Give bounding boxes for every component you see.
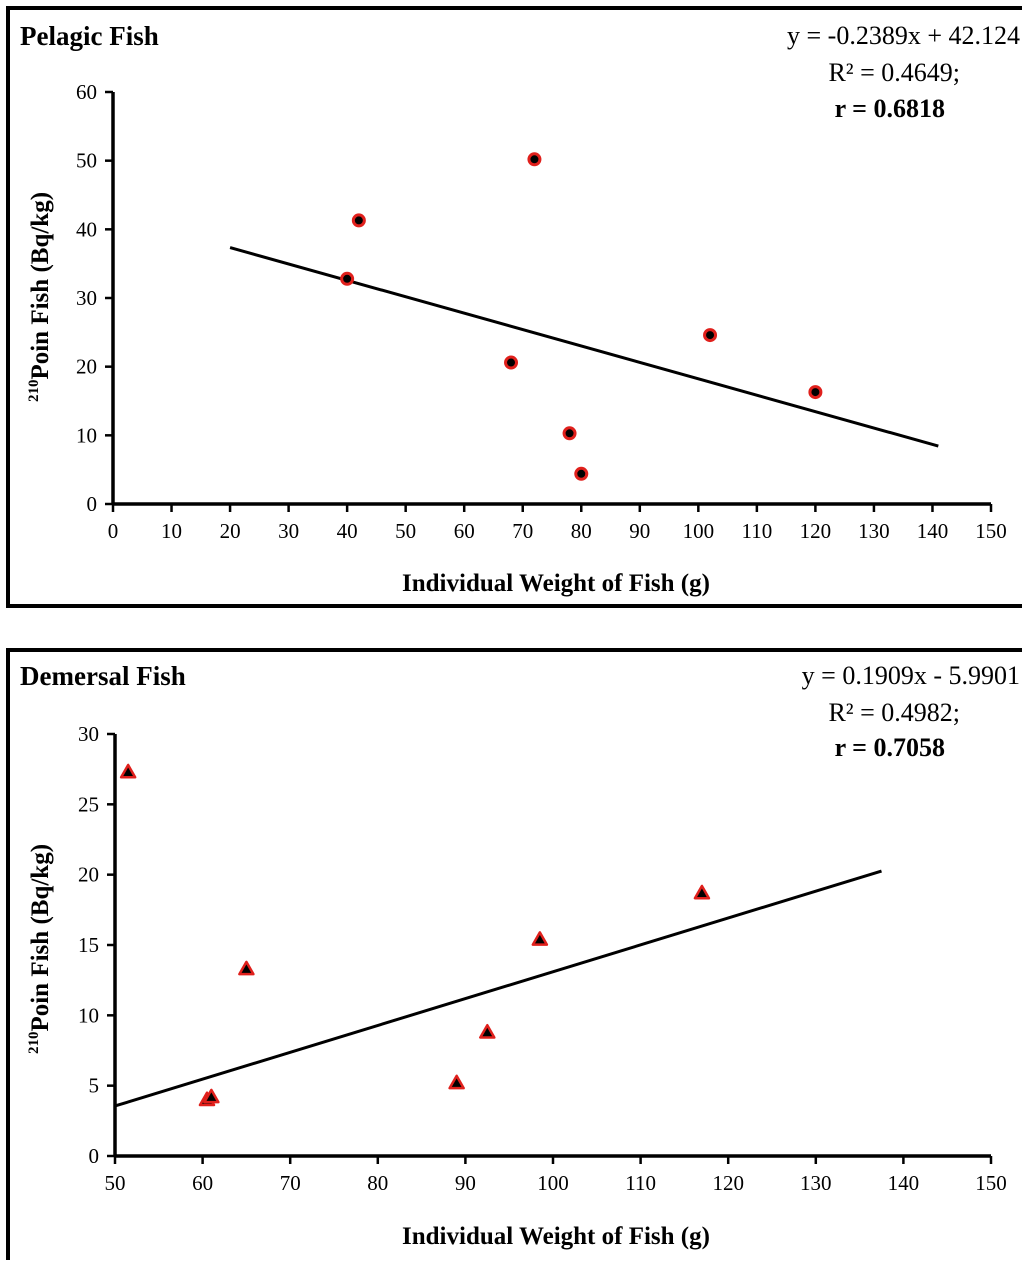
x-tick-label: 150 bbox=[975, 519, 1007, 543]
x-tick-label: 60 bbox=[454, 519, 475, 543]
x-tick-label: 30 bbox=[278, 519, 299, 543]
y-tick-label: 30 bbox=[76, 286, 97, 310]
x-tick-label: 40 bbox=[337, 519, 358, 543]
y-axis-label-text: Poin Fish (Bq/kg) bbox=[27, 192, 54, 380]
data-point bbox=[351, 213, 366, 228]
y-tick-label: 30 bbox=[78, 722, 99, 746]
data-point bbox=[808, 385, 823, 400]
x-tick-label: 80 bbox=[367, 1171, 388, 1195]
x-tick-label: 60 bbox=[192, 1171, 213, 1195]
correlation-r-text: r = 0.6818 bbox=[835, 94, 945, 123]
x-tick-label: 90 bbox=[629, 519, 650, 543]
trendline bbox=[114, 869, 882, 1108]
x-tick-label: 110 bbox=[625, 1171, 656, 1195]
y-tick-label: 20 bbox=[78, 863, 99, 887]
x-tick-label: 90 bbox=[455, 1171, 476, 1195]
x-tick-label: 140 bbox=[917, 519, 949, 543]
y-tick-label: 40 bbox=[76, 217, 97, 241]
chart-title: Demersal Fish bbox=[20, 661, 186, 691]
data-point bbox=[504, 355, 519, 370]
r-squared-text: R² = 0.4649; bbox=[828, 58, 960, 87]
chart-title: Pelagic Fish bbox=[20, 21, 159, 51]
x-tick-label: 100 bbox=[683, 519, 715, 543]
y-axis-label: 210Poin Fish (Bq/kg) bbox=[26, 844, 54, 1054]
data-point bbox=[531, 931, 549, 946]
x-tick-label: 140 bbox=[888, 1171, 920, 1195]
y-tick-label: 10 bbox=[78, 1003, 99, 1027]
x-tick-label: 20 bbox=[220, 519, 241, 543]
y-axis-label-superscript: 210 bbox=[26, 380, 42, 403]
y-tick-label: 60 bbox=[76, 80, 97, 104]
x-axis-label: Individual Weight of Fish (g) bbox=[402, 1223, 710, 1250]
data-point bbox=[562, 426, 577, 441]
pelagic-chart-panel: Pelagic Fish y = -0.2389x + 42.124 R² = … bbox=[0, 0, 1022, 612]
y-tick-label: 50 bbox=[76, 149, 97, 173]
x-tick-label: 80 bbox=[571, 519, 592, 543]
demersal-chart-panel: Demersal Fish y = 0.1909x - 5.9901 R² = … bbox=[0, 646, 1022, 1265]
y-axis-label: 210Poin Fish (Bq/kg) bbox=[26, 192, 54, 402]
trendline bbox=[229, 246, 939, 448]
x-tick-label: 130 bbox=[858, 519, 890, 543]
x-tick-label: 100 bbox=[537, 1171, 569, 1195]
x-tick-label: 110 bbox=[741, 519, 772, 543]
data-point bbox=[238, 960, 255, 976]
y-axis-label-group: 210Poin Fish (Bq/kg) bbox=[26, 192, 54, 402]
regression-equation: y = -0.2389x + 42.124 bbox=[787, 21, 1020, 50]
x-tick-label: 70 bbox=[280, 1171, 301, 1195]
y-tick-label: 15 bbox=[78, 933, 99, 957]
y-tick-label: 0 bbox=[89, 1144, 100, 1168]
x-axis-label: Individual Weight of Fish (g) bbox=[402, 570, 710, 597]
x-tick-label: 10 bbox=[161, 519, 182, 543]
data-point bbox=[119, 763, 137, 779]
x-tick-label: 50 bbox=[105, 1171, 126, 1195]
data-point bbox=[340, 271, 355, 286]
x-tick-label: 150 bbox=[975, 1171, 1007, 1195]
data-point bbox=[574, 466, 589, 481]
chart-border bbox=[6, 648, 1022, 1265]
regression-equation: y = 0.1909x - 5.9901 bbox=[802, 661, 1020, 690]
plot-area: 0 10 20 30 40 50 60 0 10 20 30 40 50 60 70 80 90 100 110 12… bbox=[76, 80, 1007, 543]
data-point bbox=[693, 884, 711, 900]
y-axis-label-superscript: 210 bbox=[26, 1032, 42, 1055]
plot-area: 0 5 10 15 20 25 30 50 60 70 80 90 100 110 120 130 140 150 bbox=[78, 722, 1007, 1195]
chart-border bbox=[6, 6, 1022, 608]
y-tick-label: 10 bbox=[76, 423, 97, 447]
x-tick-label: 0 bbox=[108, 519, 119, 543]
data-point bbox=[448, 1074, 465, 1090]
x-tick-label: 120 bbox=[800, 519, 832, 543]
x-tick-label: 70 bbox=[512, 519, 533, 543]
x-tick-label: 120 bbox=[712, 1171, 744, 1195]
x-tick-label: 50 bbox=[395, 519, 416, 543]
x-tick-label: 130 bbox=[800, 1171, 832, 1195]
y-tick-label: 25 bbox=[78, 792, 99, 816]
y-axis-label-group: 210Poin Fish (Bq/kg) bbox=[26, 844, 54, 1054]
y-tick-label: 5 bbox=[89, 1074, 100, 1098]
data-point bbox=[203, 1088, 220, 1104]
correlation-r-text: r = 0.7058 bbox=[835, 733, 945, 762]
y-axis-label-text: Poin Fish (Bq/kg) bbox=[27, 844, 54, 1032]
y-tick-label: 0 bbox=[87, 492, 98, 516]
y-tick-label: 20 bbox=[76, 355, 97, 379]
pelagic-chart: Pelagic Fish y = -0.2389x + 42.124 R² = … bbox=[6, 6, 1022, 608]
data-point bbox=[527, 152, 542, 167]
demersal-chart: Demersal Fish y = 0.1909x - 5.9901 R² = … bbox=[6, 648, 1022, 1265]
r-squared-text: R² = 0.4982; bbox=[828, 698, 960, 727]
data-point bbox=[479, 1023, 496, 1039]
data-point bbox=[703, 328, 718, 343]
